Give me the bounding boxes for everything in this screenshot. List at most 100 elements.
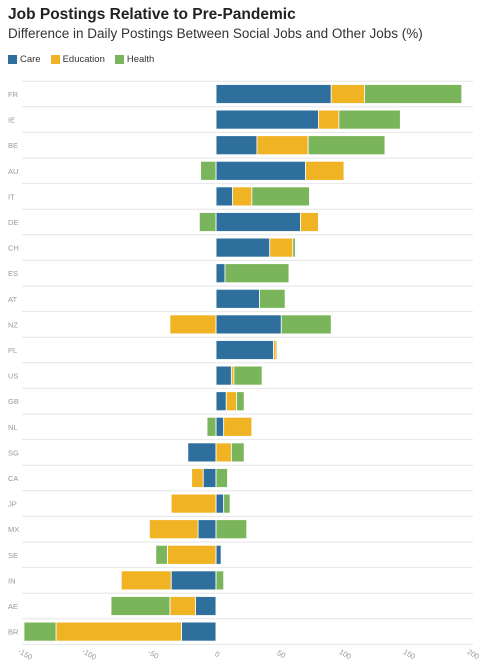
y-tick-label: DE: [8, 218, 18, 227]
bar-health-se: [155, 544, 168, 565]
legend-label: Education: [62, 54, 105, 65]
bar-care-nl: [215, 416, 225, 437]
y-tick-label: AU: [8, 167, 18, 176]
y-tick-label: FR: [8, 90, 19, 99]
bar-education-it: [232, 186, 253, 207]
bar-education-de: [300, 212, 319, 232]
bar-care-se: [215, 544, 222, 565]
bar-health-ie: [338, 109, 401, 130]
bar-health-ca: [215, 468, 228, 488]
bar-care-sg: [187, 442, 217, 463]
y-tick-label: GB: [8, 397, 19, 406]
y-tick-label: ES: [8, 269, 18, 278]
x-tick-label: 100: [338, 647, 353, 661]
bar-health-ae: [110, 596, 171, 616]
bar-education-mx: [149, 519, 199, 540]
bar-education-gb: [225, 391, 237, 412]
bar-health-es: [224, 263, 290, 284]
y-tick-label: NZ: [8, 320, 18, 329]
bar-education-ca: [191, 468, 204, 488]
bar-health-ch: [292, 237, 296, 258]
bar-education-br: [55, 621, 182, 642]
legend-item-education: Education: [50, 54, 105, 65]
bar-health-sg: [230, 442, 245, 463]
bar-care-jp: [215, 493, 225, 514]
x-tick-label: 0: [213, 649, 221, 659]
bar-education-fr: [330, 84, 365, 104]
x-tick-label: -150: [16, 647, 34, 662]
x-tick-label: 200: [466, 647, 481, 661]
bar-care-mx: [197, 519, 217, 540]
bar-education-in: [120, 570, 172, 591]
bar-education-jp: [170, 493, 217, 514]
y-tick-label: IE: [8, 116, 15, 125]
bar-care-br: [181, 621, 217, 642]
bar-education-sg: [215, 442, 232, 463]
bar-health-jp: [223, 493, 231, 514]
y-tick-label: MX: [8, 525, 19, 534]
bar-care-fr: [215, 84, 332, 104]
legend-swatch: [50, 55, 60, 64]
bar-health-us: [233, 365, 263, 386]
x-tick-label: -100: [80, 647, 98, 662]
bar-education-nl: [223, 416, 253, 437]
y-tick-label: US: [8, 372, 18, 381]
bar-health-mx: [215, 519, 248, 540]
y-tick-label: IN: [8, 576, 16, 585]
bar-health-fr: [364, 84, 463, 104]
bar-education-nz: [169, 314, 217, 335]
bar-education-ie: [317, 109, 340, 130]
chart-title: Job Postings Relative to Pre-Pandemic: [8, 6, 296, 23]
y-tick-label: BR: [8, 628, 19, 637]
bar-care-ie: [215, 109, 319, 130]
bar-care-us: [215, 365, 232, 386]
bar-health-pl: [275, 340, 278, 360]
y-tick-label: BE: [8, 141, 18, 150]
y-tick-label: CA: [8, 474, 18, 483]
y-tick-label: SG: [8, 448, 19, 457]
bar-health-br: [23, 621, 57, 642]
bar-care-ae: [195, 596, 217, 616]
bar-education-ae: [169, 596, 196, 616]
bar-care-be: [215, 135, 258, 156]
bar-care-es: [215, 263, 226, 284]
y-tick-label: NL: [8, 423, 18, 432]
bar-health-nz: [280, 314, 332, 335]
bar-care-pl: [215, 340, 274, 360]
bar-education-be: [256, 135, 309, 156]
legend-label: Health: [126, 54, 155, 65]
bar-care-au: [215, 160, 306, 181]
bar-health-nl: [206, 416, 217, 437]
bar-health-au: [200, 160, 217, 181]
x-tick-label: 150: [402, 647, 417, 661]
bar-health-gb: [236, 391, 245, 412]
y-tick-label: AT: [8, 295, 17, 304]
bar-education-se: [166, 544, 217, 565]
chart-legend: Care Education Health: [8, 54, 154, 65]
y-tick-label: PL: [8, 346, 17, 355]
bar-health-in: [215, 570, 225, 591]
bar-care-at: [215, 288, 260, 309]
bar-health-it: [251, 186, 310, 207]
y-tick-label: AE: [8, 602, 18, 611]
y-tick-label: CH: [8, 244, 19, 253]
bar-health-be: [307, 135, 386, 156]
bar-education-ch: [269, 237, 294, 258]
bar-care-it: [215, 186, 234, 207]
x-tick-label: -50: [146, 648, 160, 661]
bar-care-in: [170, 570, 217, 591]
bar-care-de: [215, 212, 301, 232]
y-tick-label: JP: [8, 500, 17, 509]
x-tick-label: 50: [275, 648, 287, 660]
bar-education-au: [305, 160, 345, 181]
bar-health-de: [198, 212, 217, 232]
legend-swatch: [8, 55, 17, 64]
bar-health-at: [259, 288, 286, 309]
bar-care-ch: [215, 237, 271, 258]
bar-care-nz: [215, 314, 282, 335]
legend-label: Care: [20, 54, 41, 65]
legend-item-care: Care: [8, 54, 41, 65]
bar-care-ca: [202, 468, 217, 488]
legend-item-health: Health: [114, 54, 155, 65]
